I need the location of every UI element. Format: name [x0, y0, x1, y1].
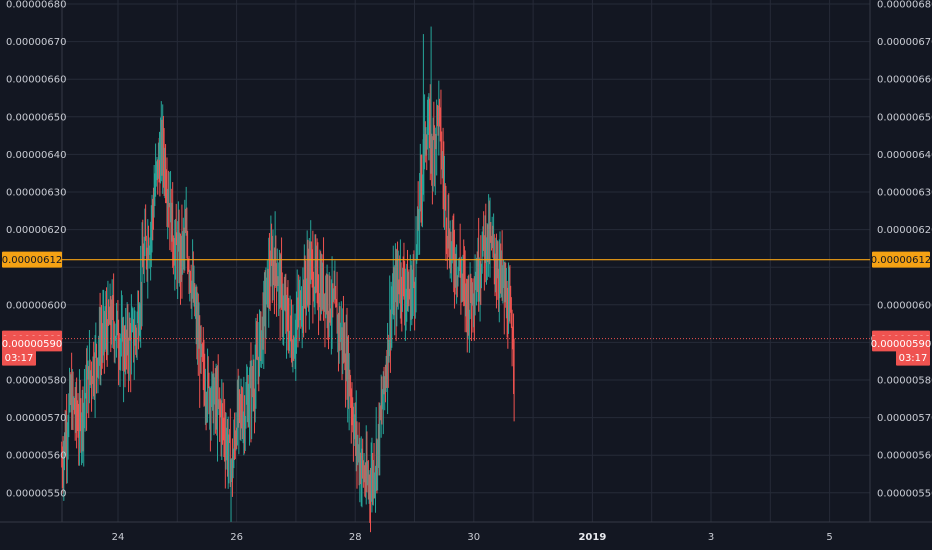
countdown-badge: 03:17	[5, 353, 34, 364]
price-tick-label: 0.00000650	[6, 112, 66, 123]
price-tick-label: 0.00000620	[6, 225, 66, 236]
price-tick-label: 0.00000600	[6, 300, 66, 311]
countdown-badge-bg	[896, 349, 930, 366]
price-tick-label: 0.00000570	[877, 413, 932, 424]
price-marker-badge: 0.00000590	[2, 339, 62, 350]
price-marker-badge-bg	[872, 335, 930, 352]
price-badges: 0.000006120.0000059103:170.000005900.000…	[2, 251, 931, 366]
countdown-badge: 03:17	[899, 353, 928, 364]
price-marker-badge: 0.00000590	[871, 339, 931, 350]
horizontal-lines	[62, 259, 870, 340]
price-tick-label: 0.00000550	[877, 488, 932, 499]
price-marker-badge-bg	[2, 335, 62, 352]
orange-line-price-badge-bg	[2, 251, 62, 268]
orange-line-price-badge: 0.00000612	[2, 255, 62, 266]
time-tick-label: 2019	[578, 532, 606, 543]
price-tick-label: 0.00000680	[6, 0, 66, 11]
candlestick-series	[61, 26, 515, 533]
price-tick-label: 0.00000580	[877, 376, 932, 387]
time-tick-label: 3	[708, 532, 714, 543]
time-tick-label: 5	[826, 532, 832, 543]
price-tick-label: 0.00000630	[6, 188, 66, 199]
time-tick-label: 28	[349, 532, 362, 543]
time-tick-label: 30	[467, 532, 480, 543]
price-tick-label: 0.00000640	[6, 150, 66, 161]
price-tick-label: 0.00000600	[877, 300, 932, 311]
time-axis[interactable]: 24 26 28 30 2019 3 5	[112, 532, 833, 543]
price-tick-label: 0.00000660	[6, 75, 66, 86]
right-price-axis[interactable]: 0.00000550 0.00000560 0.00000570 0.00000580…	[877, 0, 932, 499]
time-tick-label: 26	[230, 532, 243, 543]
price-tick-label: 0.00000680	[877, 0, 932, 11]
left-price-axis[interactable]: 0.00000550 0.00000560 0.00000570 0.00000580…	[6, 0, 66, 499]
orange-line-price-badge-bg	[872, 251, 930, 268]
price-tick-label: 0.00000580	[6, 376, 66, 387]
price-tick-label: 0.00000640	[877, 150, 932, 161]
price-tick-label: 0.00000560	[877, 451, 932, 462]
price-tick-label: 0.00000670	[6, 37, 66, 48]
price-tick-label: 0.00000670	[877, 37, 932, 48]
price-tick-label: 0.00000630	[877, 188, 932, 199]
price-tick-label: 0.00000660	[877, 75, 932, 86]
price-tick-label: 0.00000550	[6, 488, 66, 499]
price-tick-label: 0.00000560	[6, 451, 66, 462]
price-tick-label: 0.00000570	[6, 413, 66, 424]
orange-line-price-badge: 0.00000612	[871, 255, 931, 266]
countdown-badge-bg	[2, 349, 36, 366]
price-tick-label: 0.00000650	[877, 112, 932, 123]
time-tick-label: 24	[112, 532, 125, 543]
price-tick-label: 0.00000620	[877, 225, 932, 236]
